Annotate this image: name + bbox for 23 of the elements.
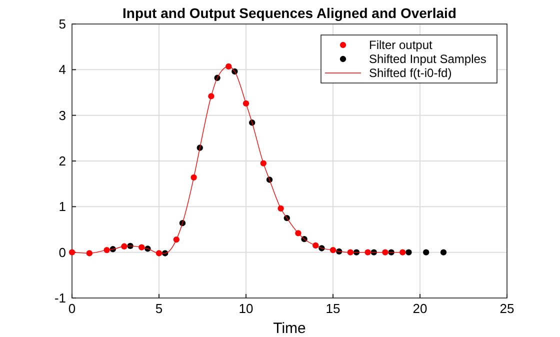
y-tick-label: 3 [58, 108, 66, 123]
point [68, 249, 76, 256]
legend-label: Filter output [369, 38, 434, 52]
point [406, 249, 412, 256]
legend-label: Shifted Input Samples [369, 52, 486, 66]
x-tick-label: 0 [68, 301, 76, 316]
x-tick-label: 25 [500, 301, 514, 316]
y-tick-label: 5 [58, 16, 66, 32]
x-tick-label: 15 [326, 301, 340, 316]
legend-label: Shifted f(t-i0-fd) [369, 66, 452, 80]
chart-title: Input and Output Sequences Aligned and Overlaid [122, 5, 456, 21]
y-tick-label: 2 [58, 154, 66, 169]
x-tick-label: 10 [238, 301, 254, 316]
point [423, 249, 430, 256]
x-axis-title: Time [273, 320, 306, 337]
y-tick-label: -1 [54, 290, 66, 306]
x-tick-label: 5 [155, 301, 163, 316]
x-tick-label: 20 [412, 301, 428, 316]
y-tick-label: 4 [58, 62, 66, 78]
point [400, 249, 406, 256]
y-tick-label: 1 [58, 199, 66, 214]
y-tick-label: 0 [58, 244, 66, 260]
point [440, 249, 447, 256]
